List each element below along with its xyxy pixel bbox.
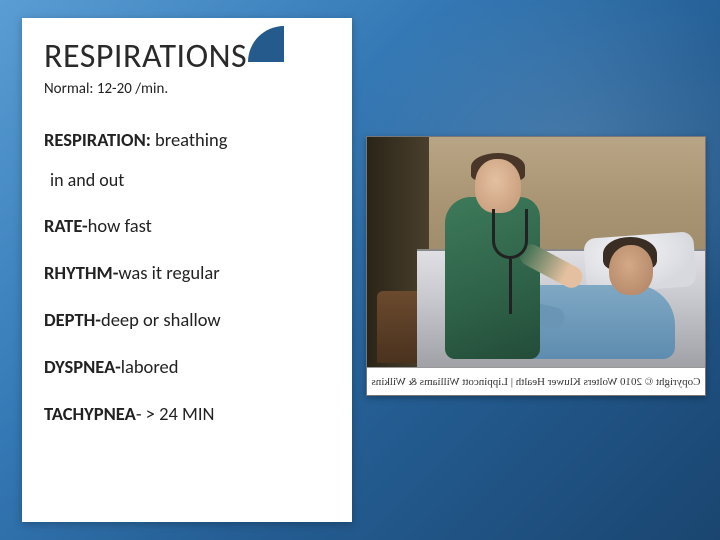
slide-subtitle: Normal: 12-20 /min.	[44, 80, 334, 98]
point-tachypnea: TACHYPNEA- > 24 MIN	[44, 402, 334, 425]
point-respiration-sub: in and out	[44, 169, 334, 192]
point-dyspnea: DYSPNEA-labored	[44, 355, 334, 378]
image-scene	[367, 137, 705, 369]
point-bold: RHYTHM-	[44, 261, 118, 284]
point-bold: TACHYPNEA	[44, 402, 136, 425]
point-rest: - > 24 MIN	[136, 402, 215, 425]
clinical-image: Copyright © 2010 Wolters Kluwer Health |…	[366, 136, 706, 396]
point-rate: RATE-how fast	[44, 214, 334, 237]
point-bold: RESPIRATION:	[44, 128, 151, 151]
point-rest: labored	[121, 355, 179, 378]
point-rhythm: RHYTHM-was it regular	[44, 261, 334, 284]
stethoscope-icon	[492, 209, 528, 259]
point-bold: DYSPNEA-	[44, 355, 121, 378]
point-bold: RATE-	[44, 214, 88, 237]
nurse-head	[475, 159, 521, 213]
accent-leaf-icon	[248, 26, 284, 62]
patient-head	[609, 245, 653, 295]
point-rest: how fast	[88, 214, 152, 237]
point-rest: was it regular	[118, 261, 219, 284]
point-respiration: RESPIRATION: breathing	[44, 128, 334, 151]
slide-title: RESPIRATIONS	[44, 40, 334, 74]
point-depth: DEPTH-deep or shallow	[44, 308, 334, 331]
point-bold: DEPTH-	[44, 308, 101, 331]
image-copyright: Copyright © 2010 Wolters Kluwer Health |…	[367, 367, 705, 395]
point-rest: deep or shallow	[101, 308, 221, 331]
point-rest: breathing	[151, 128, 228, 151]
content-panel: RESPIRATIONS Normal: 12-20 /min. RESPIRA…	[22, 18, 352, 522]
